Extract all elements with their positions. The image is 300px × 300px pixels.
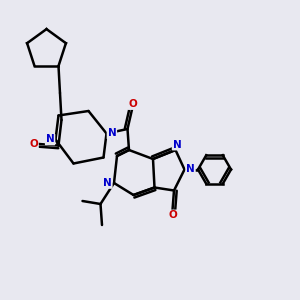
Text: N: N bbox=[103, 178, 112, 188]
Text: O: O bbox=[168, 210, 177, 220]
Text: O: O bbox=[128, 99, 137, 109]
Text: N: N bbox=[46, 134, 55, 145]
Text: N: N bbox=[172, 140, 182, 150]
Text: N: N bbox=[186, 164, 195, 175]
Text: O: O bbox=[29, 139, 38, 149]
Text: N: N bbox=[107, 128, 116, 139]
